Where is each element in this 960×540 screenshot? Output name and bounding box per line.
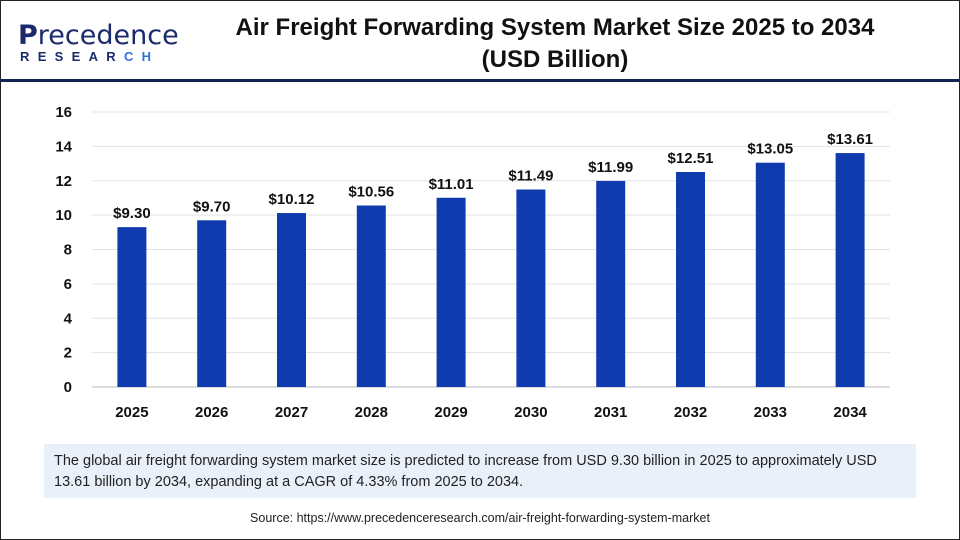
y-tick-label: 8 [64, 242, 72, 259]
title-line-2: (USD Billion) [481, 46, 629, 73]
data-label: $13.61 [827, 131, 873, 148]
description-box: The global air freight forwarding system… [44, 444, 916, 498]
data-label: $10.56 [348, 184, 394, 201]
precedence-research-logo: Precedence RESEARCH [18, 20, 179, 64]
header-divider [0, 79, 960, 82]
bar-2026 [197, 220, 227, 387]
y-tick-label: 12 [55, 173, 72, 190]
data-label: $11.99 [588, 159, 633, 176]
x-tick-label: 2033 [754, 404, 787, 421]
bar-2028 [356, 205, 386, 387]
logo-main-text: Precedence [18, 20, 179, 51]
y-tick-label: 16 [55, 104, 72, 121]
data-label: $13.05 [747, 141, 793, 158]
x-tick-label: 2028 [355, 404, 388, 421]
data-label: $10.12 [269, 191, 315, 208]
bar-2029 [436, 197, 466, 387]
bar-2027 [277, 213, 306, 387]
x-tick-label: 2032 [674, 404, 707, 421]
x-tick-label: 2031 [594, 404, 627, 421]
bar-2030 [516, 189, 546, 387]
bar-2025 [117, 227, 147, 387]
data-label: $9.70 [193, 198, 231, 215]
chart-title: Air Freight Forwarding System Market Siz… [180, 12, 930, 76]
data-label: $12.51 [668, 150, 714, 167]
bar-2034 [835, 153, 865, 387]
bar-2033 [755, 162, 785, 387]
y-tick-label: 10 [55, 207, 72, 224]
data-label: $9.30 [113, 205, 151, 222]
y-tick-label: 4 [64, 310, 73, 327]
data-label: $11.01 [429, 176, 474, 193]
x-tick-label: 2025 [115, 404, 148, 421]
y-tick-label: 0 [64, 379, 72, 396]
x-tick-label: 2027 [275, 404, 308, 421]
y-tick-label: 6 [64, 276, 72, 293]
x-tick-label: 2026 [195, 404, 228, 421]
data-label: $11.49 [508, 168, 553, 185]
x-tick-label: 2029 [434, 404, 467, 421]
bar-2031 [596, 180, 626, 387]
source-text: Source: https://www.precedenceresearch.c… [250, 511, 710, 525]
y-tick-label: 14 [55, 138, 72, 155]
bar-2032 [676, 171, 705, 387]
logo-sub-text: RESEARCH [20, 49, 160, 64]
x-tick-label: 2030 [514, 404, 547, 421]
y-tick-label: 2 [64, 345, 72, 362]
bar-chart: 0 2 4 6 8 10 12 14 16 $9.30 2025 $9.70 2026 $10.12 202… [55, 104, 890, 421]
x-tick-label: 2034 [833, 404, 867, 421]
title-line-1: Air Freight Forwarding System Market Siz… [235, 14, 875, 41]
